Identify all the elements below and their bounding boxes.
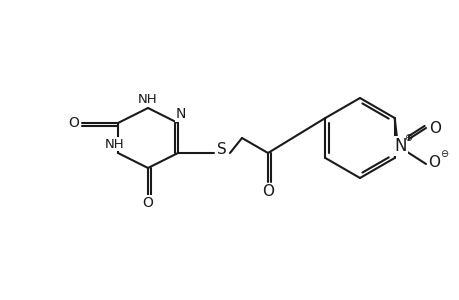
Text: ⊖: ⊖: [439, 149, 447, 159]
Text: ⊕: ⊕: [403, 133, 411, 143]
Text: O: O: [68, 116, 79, 130]
Text: N: N: [175, 107, 186, 121]
Text: N: N: [394, 137, 406, 155]
Text: NH: NH: [138, 92, 157, 106]
Text: O: O: [262, 184, 274, 199]
Text: O: O: [142, 196, 153, 210]
Text: S: S: [217, 142, 226, 157]
Text: O: O: [427, 154, 439, 169]
Text: O: O: [428, 121, 440, 136]
Text: NH: NH: [105, 137, 124, 151]
